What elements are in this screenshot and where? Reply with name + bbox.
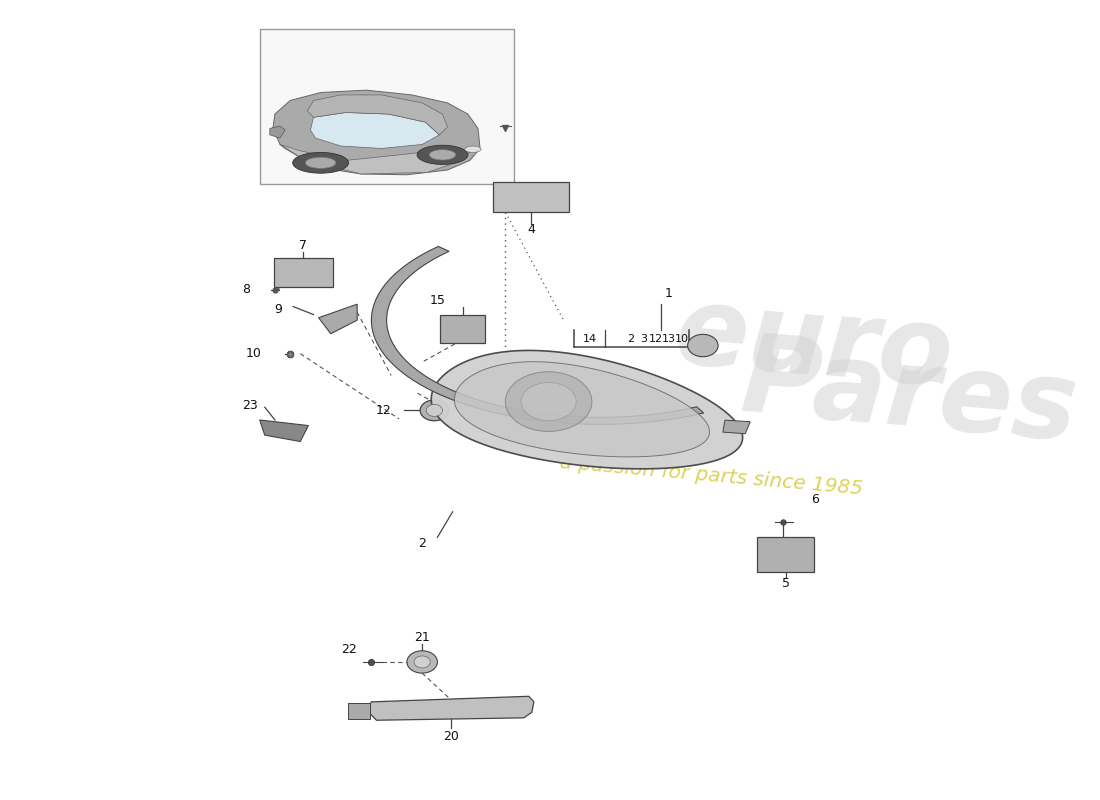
Polygon shape <box>270 126 285 138</box>
FancyBboxPatch shape <box>757 537 814 572</box>
Ellipse shape <box>306 158 336 169</box>
Text: 10: 10 <box>674 334 689 343</box>
Polygon shape <box>372 246 704 424</box>
Ellipse shape <box>417 146 467 165</box>
Ellipse shape <box>521 382 576 421</box>
Text: 9: 9 <box>274 303 282 316</box>
Polygon shape <box>482 0 1100 100</box>
Ellipse shape <box>465 146 481 153</box>
FancyBboxPatch shape <box>493 182 570 212</box>
Text: 2: 2 <box>418 538 426 550</box>
Ellipse shape <box>414 656 430 668</box>
Text: 15: 15 <box>429 294 446 307</box>
Text: euro: euro <box>670 279 957 409</box>
Text: a passion for parts since 1985: a passion for parts since 1985 <box>560 453 864 498</box>
FancyBboxPatch shape <box>260 29 514 184</box>
Text: 23: 23 <box>242 399 257 412</box>
Text: 3: 3 <box>640 334 647 343</box>
Text: 21: 21 <box>415 631 430 645</box>
Polygon shape <box>307 95 448 135</box>
Ellipse shape <box>293 153 349 173</box>
Ellipse shape <box>505 372 592 431</box>
Polygon shape <box>723 420 750 434</box>
Ellipse shape <box>688 334 718 357</box>
Text: 8: 8 <box>242 283 251 296</box>
Ellipse shape <box>420 400 449 421</box>
Ellipse shape <box>426 404 442 416</box>
FancyBboxPatch shape <box>348 702 371 718</box>
FancyBboxPatch shape <box>274 258 333 286</box>
Text: 4: 4 <box>527 223 536 236</box>
Text: 22: 22 <box>341 642 356 656</box>
Ellipse shape <box>407 650 438 673</box>
Text: 1: 1 <box>664 287 672 300</box>
Polygon shape <box>366 696 534 720</box>
Text: 12: 12 <box>376 404 392 417</box>
Polygon shape <box>310 113 439 149</box>
Text: 5: 5 <box>782 577 790 590</box>
Text: 8: 8 <box>502 112 509 126</box>
Polygon shape <box>319 304 358 334</box>
Text: 20: 20 <box>442 730 459 742</box>
Text: 13: 13 <box>661 334 675 343</box>
Polygon shape <box>273 90 480 174</box>
Ellipse shape <box>429 150 455 160</box>
Text: 7: 7 <box>299 239 307 252</box>
Text: 12: 12 <box>649 334 662 343</box>
Polygon shape <box>431 350 742 469</box>
Text: 10: 10 <box>245 347 262 360</box>
Text: 6: 6 <box>812 494 820 506</box>
Text: 2: 2 <box>627 334 635 343</box>
Polygon shape <box>260 420 308 442</box>
Polygon shape <box>454 362 710 457</box>
FancyBboxPatch shape <box>440 314 485 343</box>
Text: 14: 14 <box>583 334 597 343</box>
Polygon shape <box>280 145 470 174</box>
Text: Pares: Pares <box>737 329 1082 463</box>
